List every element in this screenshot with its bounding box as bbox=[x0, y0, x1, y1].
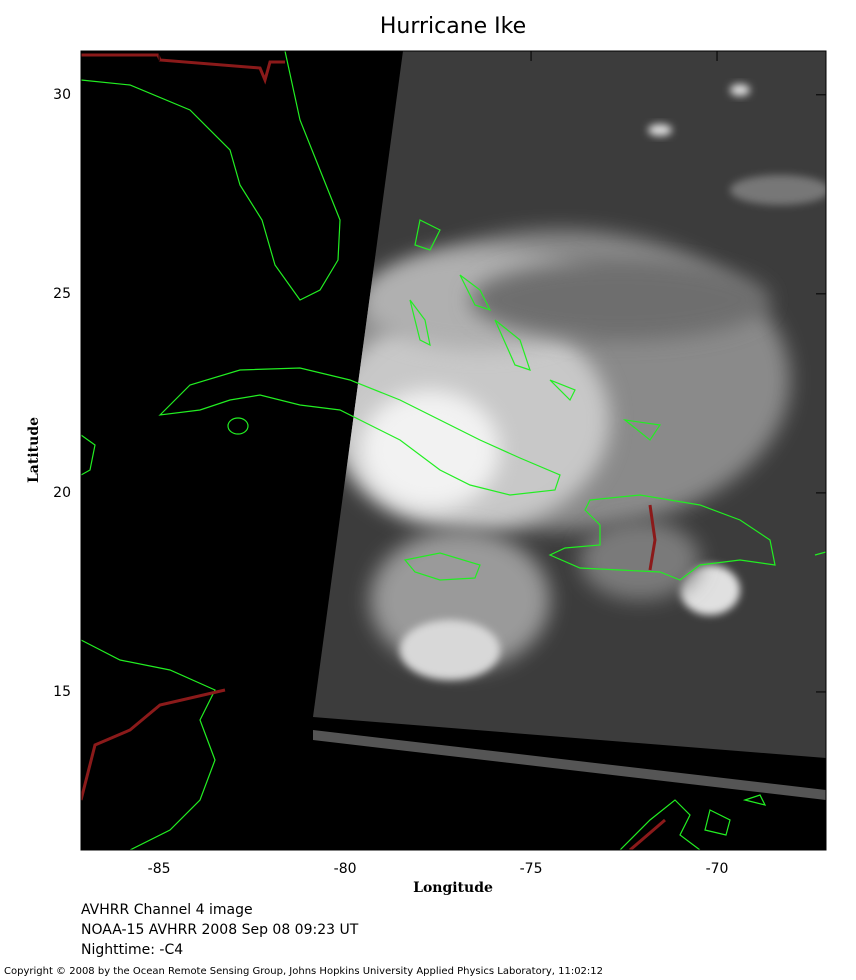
clouds bbox=[330, 84, 826, 680]
satellite-image bbox=[313, 51, 826, 800]
y-tick-label: 15 bbox=[53, 684, 71, 700]
x-tick-label: -85 bbox=[148, 861, 171, 877]
y-tick-label: 20 bbox=[53, 485, 71, 501]
map-title: Hurricane Ike bbox=[380, 14, 526, 39]
y-tick-label: 25 bbox=[53, 286, 71, 302]
swath-edge bbox=[313, 730, 826, 800]
x-tick-label: -70 bbox=[706, 861, 729, 877]
annotation: AVHRR Channel 4 image bbox=[81, 902, 253, 918]
coastlines bbox=[81, 51, 826, 850]
y-tick-label: 30 bbox=[53, 87, 71, 103]
x-tick-label: -75 bbox=[520, 861, 543, 877]
x-axis-label: Longitude bbox=[413, 880, 493, 896]
annotation: Nighttime: -C4 bbox=[81, 942, 183, 958]
plot-frame bbox=[80, 50, 827, 851]
x-tick-label: -80 bbox=[334, 861, 357, 877]
y-axis-label: Latitude bbox=[26, 417, 42, 483]
copyright: Copyright © 2008 by the Ocean Remote Sen… bbox=[4, 966, 603, 977]
annotation: NOAA-15 AVHRR 2008 Sep 08 09:23 UT bbox=[81, 922, 359, 938]
